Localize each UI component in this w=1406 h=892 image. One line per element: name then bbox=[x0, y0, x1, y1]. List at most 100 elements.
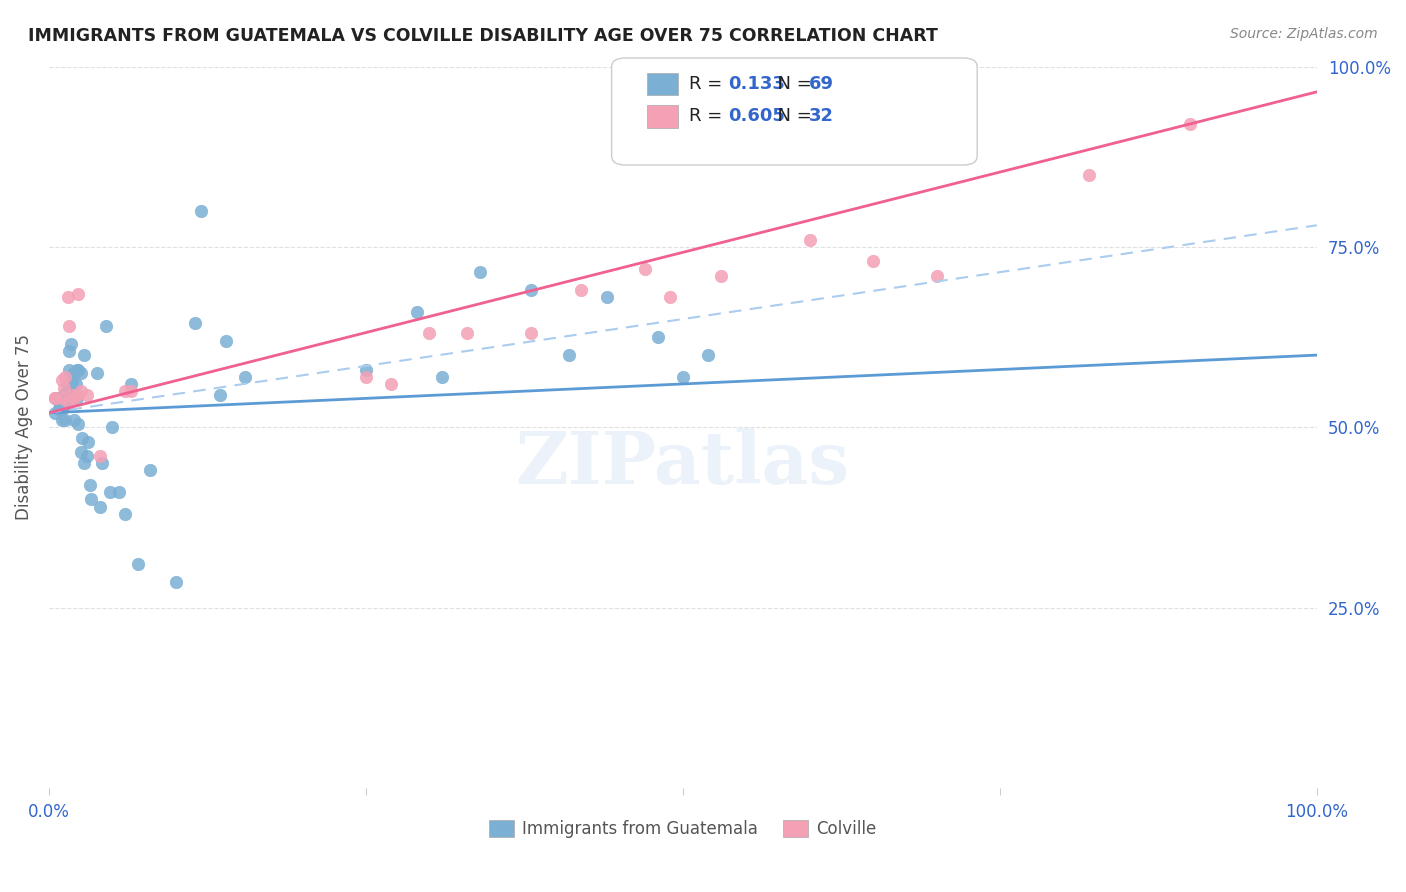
Point bbox=[55, 388, 77, 402]
Point bbox=[53, 399, 76, 413]
Point bbox=[862, 254, 884, 268]
Y-axis label: Disability Age Over 75: Disability Age Over 75 bbox=[15, 334, 32, 520]
Point bbox=[51, 392, 73, 406]
Point bbox=[69, 384, 91, 399]
Point bbox=[44, 392, 66, 406]
Point bbox=[55, 369, 77, 384]
Point bbox=[354, 362, 377, 376]
Point bbox=[56, 290, 79, 304]
Point bbox=[67, 362, 90, 376]
Point bbox=[98, 485, 121, 500]
Point bbox=[127, 558, 149, 572]
Point bbox=[468, 265, 491, 279]
Point bbox=[672, 369, 695, 384]
Point bbox=[49, 399, 72, 413]
Point bbox=[94, 319, 117, 334]
Point bbox=[1077, 168, 1099, 182]
Point bbox=[51, 373, 73, 387]
Point bbox=[79, 478, 101, 492]
Text: IMMIGRANTS FROM GUATEMALA VS COLVILLE DISABILITY AGE OVER 75 CORRELATION CHART: IMMIGRANTS FROM GUATEMALA VS COLVILLE DI… bbox=[28, 27, 938, 45]
Point bbox=[55, 413, 77, 427]
Point bbox=[190, 203, 212, 218]
Point bbox=[60, 376, 83, 391]
Point bbox=[520, 283, 543, 297]
Text: 0.605: 0.605 bbox=[728, 107, 785, 126]
Point bbox=[634, 261, 657, 276]
Point bbox=[48, 395, 70, 409]
Point bbox=[56, 395, 79, 409]
Point bbox=[114, 384, 136, 399]
Point bbox=[65, 376, 87, 391]
Point bbox=[456, 326, 478, 341]
Point bbox=[101, 420, 124, 434]
Point bbox=[70, 431, 93, 445]
Point bbox=[235, 369, 257, 384]
Point bbox=[405, 305, 427, 319]
Point bbox=[120, 376, 142, 391]
Point bbox=[56, 376, 79, 391]
Point bbox=[51, 413, 73, 427]
Point bbox=[63, 413, 86, 427]
Text: 69: 69 bbox=[808, 75, 834, 94]
Text: Source: ZipAtlas.com: Source: ZipAtlas.com bbox=[1230, 27, 1378, 41]
Point bbox=[139, 463, 162, 477]
Text: N =: N = bbox=[766, 107, 818, 126]
Point bbox=[66, 362, 89, 376]
Point bbox=[60, 388, 83, 402]
Point bbox=[114, 507, 136, 521]
Point bbox=[86, 366, 108, 380]
Point bbox=[63, 392, 86, 406]
Point bbox=[55, 384, 77, 399]
Text: R =: R = bbox=[689, 107, 728, 126]
Point bbox=[56, 388, 79, 402]
Point bbox=[53, 388, 76, 402]
Point bbox=[215, 334, 238, 348]
Point bbox=[925, 268, 948, 283]
Point bbox=[44, 392, 66, 406]
Point bbox=[354, 369, 377, 384]
Point bbox=[430, 369, 453, 384]
Point bbox=[55, 392, 77, 406]
Point bbox=[184, 316, 207, 330]
Point bbox=[69, 445, 91, 459]
Point bbox=[66, 392, 89, 406]
Text: 32: 32 bbox=[808, 107, 834, 126]
Point bbox=[120, 384, 142, 399]
Point bbox=[62, 369, 84, 384]
Point bbox=[51, 392, 73, 406]
Text: 0.133: 0.133 bbox=[728, 75, 785, 94]
Point bbox=[63, 366, 86, 380]
Point bbox=[58, 319, 80, 334]
Point bbox=[67, 417, 90, 431]
Point bbox=[44, 406, 66, 420]
Point bbox=[418, 326, 440, 341]
Point bbox=[91, 456, 114, 470]
Point bbox=[89, 449, 111, 463]
Point bbox=[59, 337, 82, 351]
Point bbox=[659, 290, 682, 304]
Text: N =: N = bbox=[766, 75, 818, 94]
Text: R =: R = bbox=[689, 75, 728, 94]
Point bbox=[58, 362, 80, 376]
Point bbox=[1178, 117, 1201, 131]
Point bbox=[48, 402, 70, 417]
Point bbox=[596, 290, 619, 304]
Point bbox=[76, 388, 98, 402]
Point bbox=[165, 575, 187, 590]
Point bbox=[80, 492, 103, 507]
Point bbox=[77, 434, 100, 449]
Point bbox=[55, 399, 77, 413]
Point bbox=[799, 233, 821, 247]
Point bbox=[647, 330, 669, 344]
Point bbox=[66, 388, 89, 402]
Point bbox=[520, 326, 543, 341]
Point bbox=[73, 348, 96, 362]
Text: ZIPatlas: ZIPatlas bbox=[516, 428, 851, 499]
Point bbox=[51, 402, 73, 417]
Point bbox=[380, 376, 402, 391]
Point bbox=[53, 380, 76, 394]
Point bbox=[52, 395, 75, 409]
Point bbox=[209, 388, 232, 402]
Point bbox=[558, 348, 581, 362]
Point bbox=[58, 344, 80, 359]
